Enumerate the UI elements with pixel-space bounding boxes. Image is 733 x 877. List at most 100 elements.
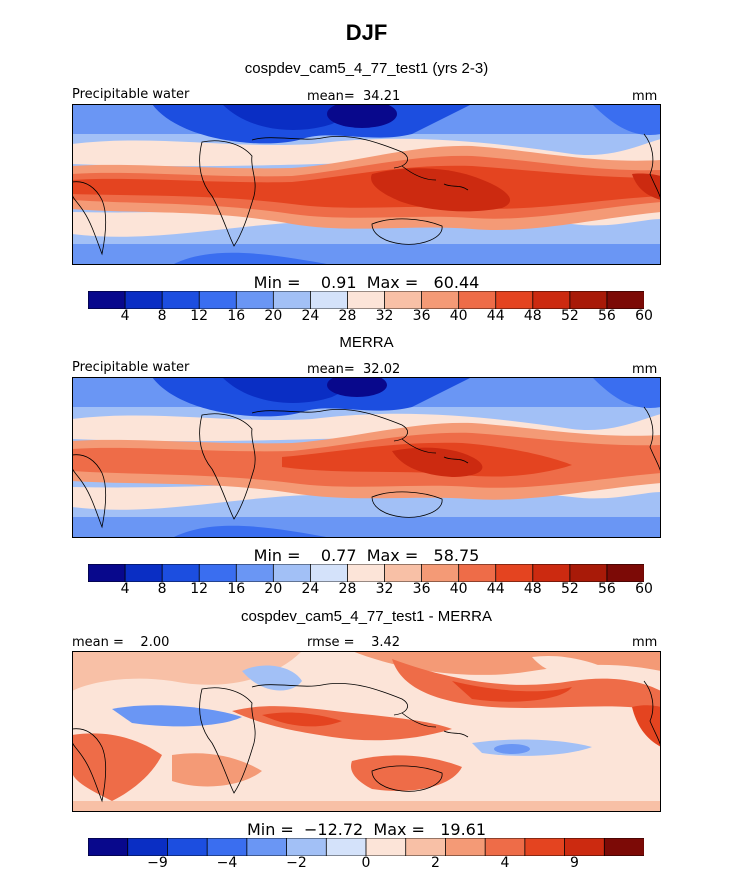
colorbar-swatch bbox=[127, 838, 169, 856]
colorbar-tick-label: 24 bbox=[301, 308, 320, 324]
colorbar-tick-label: 52 bbox=[560, 581, 579, 597]
colorbar-swatch bbox=[124, 291, 163, 309]
colorbar-tick-label: −4 bbox=[216, 855, 238, 871]
panel-2-min-max: Min = 0.77 Max = 58.75 bbox=[253, 546, 480, 565]
colorbar-swatch bbox=[458, 564, 497, 582]
colorbar-swatch bbox=[495, 291, 534, 309]
colorbar-swatch bbox=[272, 291, 312, 309]
colorbar-swatch bbox=[365, 838, 407, 856]
colorbar-swatch bbox=[606, 291, 644, 309]
colorbar-tick-label: −2 bbox=[286, 855, 307, 871]
colorbar-tick-label: −9 bbox=[147, 855, 168, 871]
panel-3-min-max: Min = −12.72 Max = 19.61 bbox=[246, 820, 487, 839]
colorbar-swatch bbox=[405, 838, 447, 856]
colorbar-tick-label: 60 bbox=[635, 581, 653, 597]
colorbar-tick-label: 48 bbox=[523, 308, 542, 324]
colorbar-swatch bbox=[198, 564, 237, 582]
panel-1-min-max: Min = 0.91 Max = 60.44 bbox=[253, 273, 480, 292]
colorbar-swatch bbox=[246, 838, 288, 856]
colorbar-swatch bbox=[421, 291, 460, 309]
colorbar-swatch bbox=[286, 838, 327, 856]
colorbar-swatch bbox=[88, 564, 126, 582]
colorbar-swatch bbox=[235, 564, 275, 582]
colorbar-swatch bbox=[161, 291, 200, 309]
colorbar-swatch bbox=[272, 564, 312, 582]
colorbar-tick-label: 9 bbox=[570, 855, 579, 871]
colorbar-swatch bbox=[198, 291, 237, 309]
colorbar-swatch bbox=[384, 291, 423, 309]
colorbar-tick-label: 56 bbox=[598, 308, 616, 324]
colorbar-swatch bbox=[603, 838, 644, 856]
panel-1-units-label: mm bbox=[632, 89, 658, 104]
colorbar-swatch bbox=[445, 838, 486, 856]
colorbar-tick-label: 8 bbox=[157, 581, 167, 597]
panel-1-map bbox=[72, 104, 661, 265]
panel-3-rmse-label: rmse = 3.42 bbox=[307, 635, 401, 650]
colorbar-swatch bbox=[569, 291, 608, 309]
colorbar-tick-label: 40 bbox=[449, 581, 468, 597]
panel-1-colorbar-ticks: 4 8 12 16 20 24 28 32 36 40 44 48 52 56 60 bbox=[88, 308, 653, 328]
colorbar-tick-label: 32 bbox=[375, 308, 394, 324]
colorbar-swatch bbox=[606, 564, 644, 582]
colorbar-swatch bbox=[325, 838, 367, 856]
colorbar-swatch bbox=[124, 564, 163, 582]
colorbar-tick-label: 28 bbox=[338, 581, 357, 597]
colorbar-tick-label: 8 bbox=[157, 308, 167, 324]
panel-2-variable-label: Precipitable water bbox=[72, 360, 190, 375]
panel-1-variable-label: Precipitable water bbox=[72, 87, 190, 102]
colorbar-swatch bbox=[532, 291, 571, 309]
colorbar-swatch bbox=[347, 291, 386, 309]
panel-1-colorbar bbox=[88, 291, 644, 309]
colorbar-swatch bbox=[88, 838, 129, 856]
colorbar-swatch bbox=[235, 291, 275, 309]
figure-title: DJF bbox=[345, 20, 388, 45]
colorbar-swatch bbox=[564, 838, 605, 856]
colorbar-tick-label: 56 bbox=[598, 581, 616, 597]
panel-2-mean-label: mean= 32.02 bbox=[307, 362, 401, 377]
colorbar-swatch bbox=[206, 838, 248, 856]
panel-2-colorbar bbox=[88, 564, 644, 582]
colorbar-swatch bbox=[495, 564, 534, 582]
panel-2-subtitle: MERRA bbox=[339, 334, 394, 351]
panel-3-colorbar bbox=[88, 838, 644, 856]
colorbar-tick-label: 0 bbox=[361, 855, 371, 871]
colorbar-swatch bbox=[161, 564, 200, 582]
colorbar-tick-label: 36 bbox=[412, 581, 431, 597]
colorbar-swatch bbox=[167, 838, 208, 856]
colorbar-tick-label: 48 bbox=[523, 581, 542, 597]
panel-3-units-label: mm bbox=[632, 635, 658, 650]
colorbar-tick-label: 20 bbox=[264, 581, 283, 597]
colorbar-swatch bbox=[484, 838, 526, 856]
colorbar-tick-label: 24 bbox=[301, 581, 320, 597]
colorbar-tick-label: 60 bbox=[635, 308, 653, 324]
colorbar-swatch bbox=[458, 291, 497, 309]
panel-3-subtitle: cospdev_cam5_4_77_test1 - MERRA bbox=[241, 608, 492, 625]
panel-3-map bbox=[72, 651, 661, 812]
colorbar-tick-label: 16 bbox=[227, 308, 246, 324]
panel-1-subtitle: cospdev_cam5_4_77_test1 (yrs 2-3) bbox=[244, 60, 489, 77]
colorbar-swatch bbox=[384, 564, 423, 582]
colorbar-swatch bbox=[309, 564, 349, 582]
panel-2-units-label: mm bbox=[632, 362, 658, 377]
colorbar-tick-label: 4 bbox=[120, 308, 130, 324]
panel-2-map bbox=[72, 377, 661, 538]
panel-1-mean-label: mean= 34.21 bbox=[307, 89, 401, 104]
colorbar-tick-label: 4 bbox=[120, 581, 130, 597]
colorbar-tick-label: 28 bbox=[338, 308, 357, 324]
colorbar-swatch bbox=[421, 564, 460, 582]
colorbar-swatch bbox=[88, 291, 126, 309]
colorbar-tick-label: 36 bbox=[412, 308, 431, 324]
colorbar-tick-label: 16 bbox=[227, 581, 246, 597]
panel-2-colorbar-ticks: 4 8 12 16 20 24 28 32 36 40 44 48 52 56 60 bbox=[88, 581, 653, 601]
colorbar-tick-label: 12 bbox=[190, 581, 209, 597]
colorbar-tick-label: 2 bbox=[431, 855, 440, 871]
colorbar-tick-label: 20 bbox=[264, 308, 283, 324]
colorbar-swatch bbox=[569, 564, 608, 582]
colorbar-swatch bbox=[524, 838, 566, 856]
colorbar-tick-label: 40 bbox=[449, 308, 468, 324]
colorbar-tick-label: 12 bbox=[190, 308, 209, 324]
colorbar-tick-label: 44 bbox=[486, 581, 505, 597]
panel-3-colorbar-ticks: −9 −4 −2 0 2 4 9 bbox=[88, 855, 644, 875]
panel-3-mean-label: mean = 2.00 bbox=[72, 635, 170, 650]
colorbar-swatch bbox=[309, 291, 349, 309]
